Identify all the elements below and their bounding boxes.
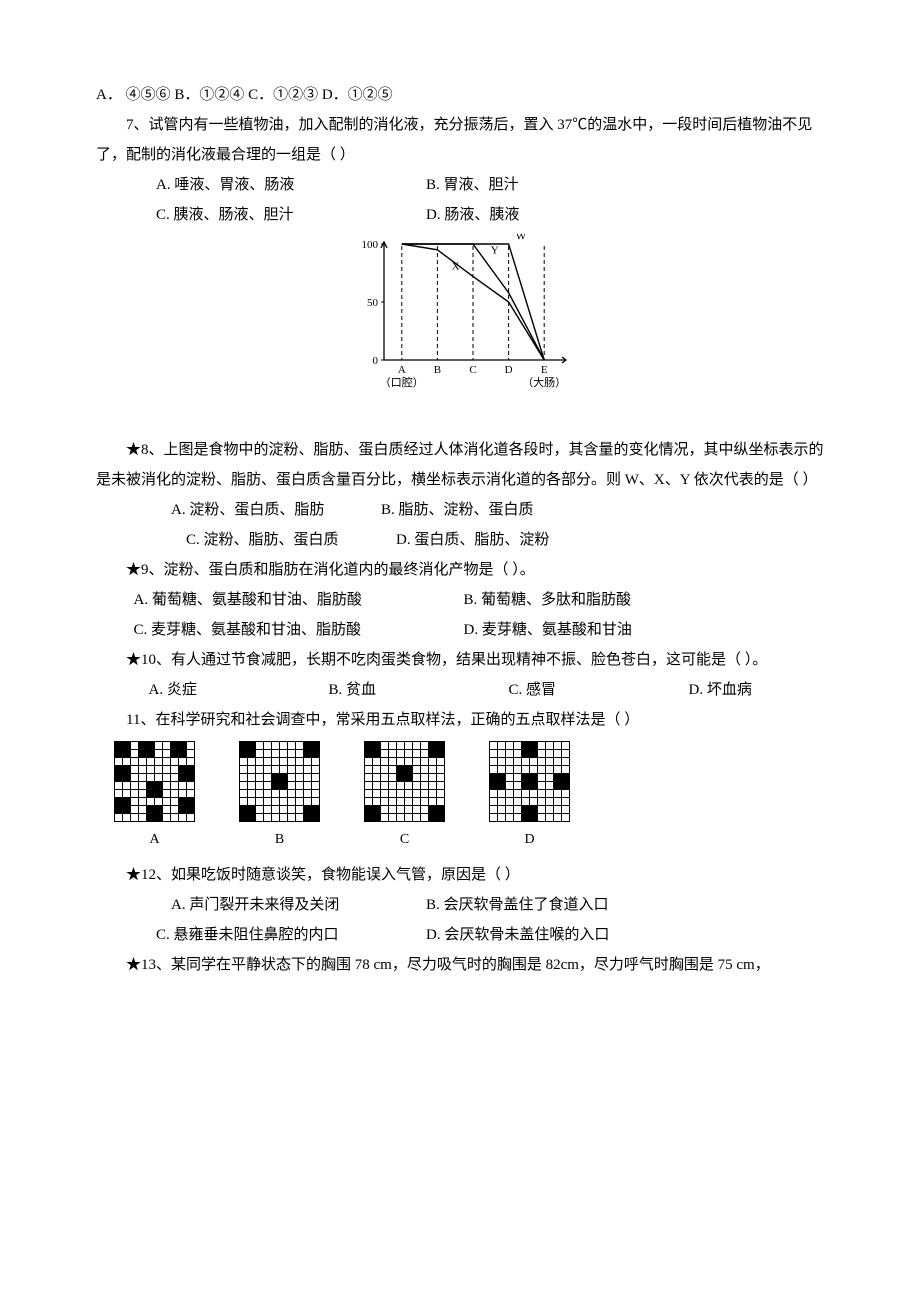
svg-text:（大肠）: （大肠） — [522, 375, 566, 389]
svg-text:100: 100 — [362, 239, 379, 251]
svg-text:C: C — [469, 364, 476, 376]
svg-text:W: W — [516, 234, 527, 242]
svg-text:E: E — [541, 364, 548, 376]
q12-option-d: D. 会厌软骨未盖住喉的入口 — [426, 920, 609, 950]
q10-option-d: D. 坏血病 — [689, 675, 752, 705]
svg-text:D: D — [505, 364, 513, 376]
q7-option-a: A. 唾液、胃液、肠液 — [156, 170, 426, 200]
q8-option-c: C. 淀粉、脂肪、蛋白质 — [186, 525, 396, 555]
svg-text:50: 50 — [367, 297, 379, 309]
svg-text:（口腔）: （口腔） — [380, 375, 424, 389]
q12-option-b: B. 会厌软骨盖住了食道入口 — [426, 890, 609, 920]
q8-stem: ★8、上图是食物中的淀粉、脂肪、蛋白质经过人体消化道各段时，其含量的变化情况，其… — [96, 435, 824, 495]
sampling-a: A — [114, 741, 195, 854]
sampling-a-label: A — [114, 826, 195, 854]
svg-text:X: X — [452, 261, 460, 273]
q9-option-a: A. 葡萄糖、氨基酸和甘油、脂肪酸 — [134, 585, 464, 615]
sampling-diagrams: A B C D — [114, 741, 824, 854]
q9-option-c: C. 麦芽糖、氨基酸和甘油、脂肪酸 — [134, 615, 464, 645]
sampling-c: C — [364, 741, 445, 854]
q7-option-b: B. 胃液、胆汁 — [426, 170, 519, 200]
q9-option-b: B. 葡萄糖、多肽和脂肪酸 — [464, 585, 632, 615]
q12-option-a: A. 声门裂开未来得及关闭 — [171, 890, 426, 920]
sampling-d: D — [489, 741, 570, 854]
digestion-chart: 0 50 100 A B C D E （口腔） （大肠） X Y W — [96, 234, 824, 405]
sampling-c-label: C — [364, 826, 445, 854]
q12-stem: ★12、如果吃饭时随意谈笑，食物能误入气管，原因是（ ） — [96, 860, 824, 890]
svg-text:0: 0 — [373, 355, 379, 367]
q7-stem: 7、试管内有一些植物油，加入配制的消化液，充分振荡后，置入 37℃的温水中，一段… — [96, 110, 824, 170]
q10-option-a: A. 炎症 — [149, 675, 329, 705]
svg-text:Y: Y — [491, 244, 499, 256]
q8-option-b: B. 脂肪、淀粉、蛋白质 — [381, 495, 534, 525]
q6-options: A． ④⑤⑥ B．①②④ C．①②③ D．①②⑤ — [96, 80, 824, 110]
q10-stem: ★10、有人通过节食减肥，长期不吃肉蛋类食物，结果出现精神不振、脸色苍白，这可能… — [96, 645, 824, 675]
q11-stem: 11、在科学研究和社会调查中，常采用五点取样法，正确的五点取样法是（ ） — [96, 705, 824, 735]
q12-option-c: C. 悬雍垂未阻住鼻腔的内口 — [156, 920, 426, 950]
q10-option-c: C. 感冒 — [509, 675, 689, 705]
q13-stem: ★13、某同学在平静状态下的胸围 78 cm，尽力吸气时的胸围是 82cm，尽力… — [96, 950, 824, 980]
q9-option-d: D. 麦芽糖、氨基酸和甘油 — [464, 615, 632, 645]
q10-option-b: B. 贫血 — [329, 675, 509, 705]
svg-text:B: B — [434, 364, 441, 376]
q8-option-a: A. 淀粉、蛋白质、脂肪 — [171, 495, 381, 525]
q8-option-d: D. 蛋白质、脂肪、淀粉 — [396, 525, 549, 555]
q7-option-d: D. 肠液、胰液 — [426, 200, 519, 230]
sampling-d-label: D — [489, 826, 570, 854]
sampling-b: B — [239, 741, 320, 854]
sampling-b-label: B — [239, 826, 320, 854]
q7-option-c: C. 胰液、肠液、胆汁 — [156, 200, 426, 230]
q9-stem: ★9、淀粉、蛋白质和脂肪在消化道内的最终消化产物是（ ）。 — [96, 555, 824, 585]
svg-text:A: A — [398, 364, 406, 376]
